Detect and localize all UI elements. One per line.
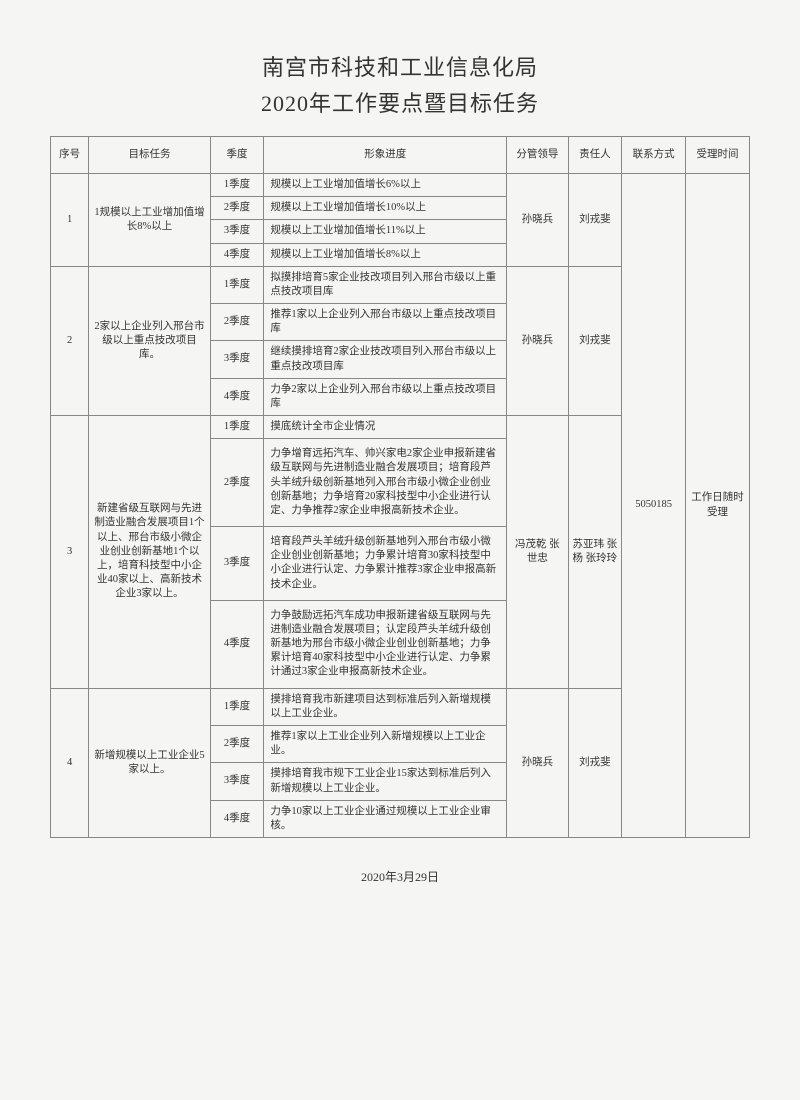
header-seq: 序号 bbox=[51, 137, 89, 174]
cell-progress: 推荐1家以上企业列入邢台市级以上重点技改项目库 bbox=[264, 304, 507, 341]
cell-quarter: 1季度 bbox=[210, 266, 264, 303]
cell-quarter: 4季度 bbox=[210, 243, 264, 266]
cell-progress: 摸底统计全市企业情况 bbox=[264, 416, 507, 439]
cell-responsible: 刘戎斐 bbox=[568, 266, 622, 415]
header-contact: 联系方式 bbox=[622, 137, 686, 174]
cell-progress: 摸排培育我市新建项目达到标准后列入新增规模以上工业企业。 bbox=[264, 688, 507, 725]
cell-progress: 力争鼓励远拓汽车成功申报新建省级互联网与先进制造业融合发展项目；认定段芦头羊绒升… bbox=[264, 600, 507, 688]
cell-progress: 推荐1家以上工业企业列入新增规模以上工业企业。 bbox=[264, 725, 507, 762]
cell-quarter: 4季度 bbox=[210, 378, 264, 415]
doc-title-line1: 南宫市科技和工业信息化局 bbox=[50, 50, 750, 82]
cell-progress: 力争10家以上工业企业通过规模以上工业企业审核。 bbox=[264, 800, 507, 837]
cell-quarter: 3季度 bbox=[210, 763, 264, 800]
cell-contact: 5050185 bbox=[622, 174, 686, 838]
header-leader: 分管领导 bbox=[507, 137, 568, 174]
cell-leader: 孙晓兵 bbox=[507, 266, 568, 415]
cell-progress: 力争增育远拓汽车、帅兴家电2家企业申报新建省级互联网与先进制造业融合发展项目；培… bbox=[264, 439, 507, 527]
header-time: 受理时间 bbox=[686, 137, 750, 174]
header-quarter: 季度 bbox=[210, 137, 264, 174]
cell-quarter: 1季度 bbox=[210, 174, 264, 197]
cell-seq: 2 bbox=[51, 266, 89, 415]
cell-progress: 规模以上工业增加值增长8%以上 bbox=[264, 243, 507, 266]
cell-progress: 力争2家以上企业列入邢台市级以上重点技改项目库 bbox=[264, 378, 507, 415]
footer-date: 2020年3月29日 bbox=[50, 868, 750, 885]
cell-quarter: 3季度 bbox=[210, 527, 264, 601]
cell-quarter: 3季度 bbox=[210, 220, 264, 243]
cell-task: 2家以上企业列入邢台市级以上重点技改项目库。 bbox=[89, 266, 210, 415]
cell-quarter: 4季度 bbox=[210, 800, 264, 837]
cell-task: 1规模以上工业增加值增长8%以上 bbox=[89, 174, 210, 267]
cell-progress: 规模以上工业增加值增长11%以上 bbox=[264, 220, 507, 243]
cell-leader: 冯茂乾 张世忠 bbox=[507, 416, 568, 689]
header-responsible: 责任人 bbox=[568, 137, 622, 174]
cell-progress: 规模以上工业增加值增长10%以上 bbox=[264, 197, 507, 220]
cell-quarter: 2季度 bbox=[210, 197, 264, 220]
cell-time: 工作日随时受理 bbox=[686, 174, 750, 838]
cell-quarter: 2季度 bbox=[210, 304, 264, 341]
doc-title-line2: 2020年工作要点暨目标任务 bbox=[50, 86, 750, 118]
cell-progress: 摸排培育我市规下工业企业15家达到标准后列入新增规模以上工业企业。 bbox=[264, 763, 507, 800]
cell-quarter: 1季度 bbox=[210, 416, 264, 439]
cell-responsible: 苏亚玮 张 杨 张玲玲 bbox=[568, 416, 622, 689]
cell-seq: 4 bbox=[51, 688, 89, 837]
cell-task: 新建省级互联网与先进制造业融合发展项目1个以上、邢台市级小微企业创业创新基地1个… bbox=[89, 416, 210, 689]
cell-progress: 继续摸排培育2家企业技改项目列入邢台市级以上重点技改项目库 bbox=[264, 341, 507, 378]
cell-progress: 规模以上工业增加值增长6%以上 bbox=[264, 174, 507, 197]
header-progress: 形象进度 bbox=[264, 137, 507, 174]
cell-progress: 培育段芦头羊绒升级创新基地列入邢台市级小微企业创业创新基地；力争累计培育30家科… bbox=[264, 527, 507, 601]
header-task: 目标任务 bbox=[89, 137, 210, 174]
cell-quarter: 3季度 bbox=[210, 341, 264, 378]
cell-leader: 孙晓兵 bbox=[507, 174, 568, 267]
cell-progress: 拟摸排培育5家企业技改项目列入邢台市级以上重点技改项目库 bbox=[264, 266, 507, 303]
cell-quarter: 2季度 bbox=[210, 439, 264, 527]
cell-seq: 1 bbox=[51, 174, 89, 267]
cell-seq: 3 bbox=[51, 416, 89, 689]
cell-quarter: 1季度 bbox=[210, 688, 264, 725]
table-row: 11规模以上工业增加值增长8%以上1季度规模以上工业增加值增长6%以上孙晓兵刘戎… bbox=[51, 174, 750, 197]
cell-responsible: 刘戎斐 bbox=[568, 174, 622, 267]
cell-task: 新增规模以上工业企业5家以上。 bbox=[89, 688, 210, 837]
cell-quarter: 2季度 bbox=[210, 725, 264, 762]
tasks-table: 序号 目标任务 季度 形象进度 分管领导 责任人 联系方式 受理时间 11规模以… bbox=[50, 136, 750, 838]
cell-leader: 孙晓兵 bbox=[507, 688, 568, 837]
cell-quarter: 4季度 bbox=[210, 600, 264, 688]
table-header-row: 序号 目标任务 季度 形象进度 分管领导 责任人 联系方式 受理时间 bbox=[51, 137, 750, 174]
cell-responsible: 刘戎斐 bbox=[568, 688, 622, 837]
